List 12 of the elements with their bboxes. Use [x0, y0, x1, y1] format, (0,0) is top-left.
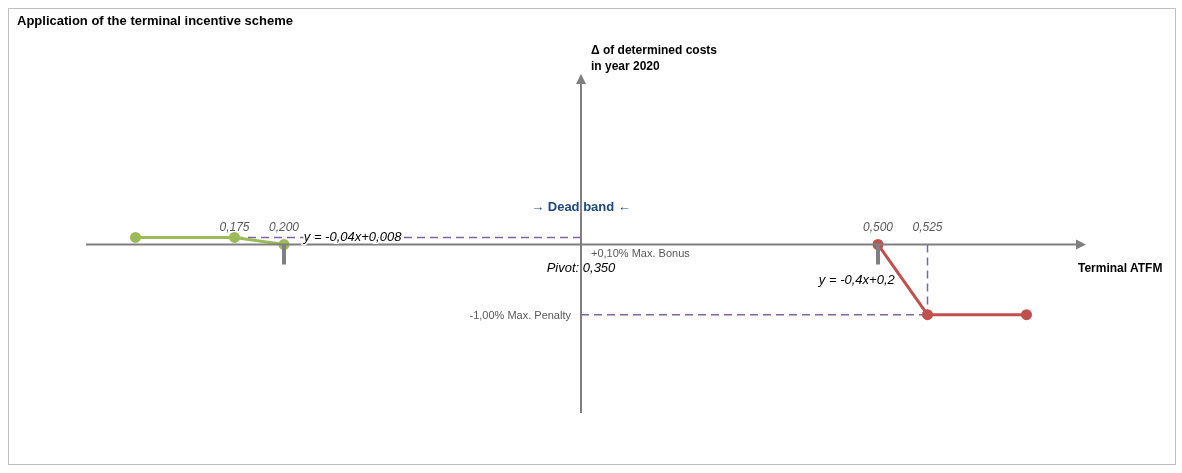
y-axis-title: Δ of determined costs in year 2020 [591, 43, 718, 73]
ref-line-label: Pivot: 0,350 [546, 259, 617, 275]
x-tick-label: 0,200 [268, 219, 300, 234]
annotation: → Dead band ← [531, 199, 631, 215]
ref-line-label: +0,10% Max. Bonus [591, 247, 691, 260]
x-tick-label: 0,500 [862, 219, 894, 234]
chart-title: Application of the terminal incentive scheme [17, 13, 293, 28]
annotation: y = -0,4x+0,2 [817, 271, 896, 287]
x-tick-label: 0,525 [912, 219, 943, 234]
x-tick-label: 0,175 [219, 219, 250, 234]
x-axis-title: Terminal ATFM [1078, 260, 1163, 275]
ref-line-label: -1,00% Max. Penalty [469, 308, 572, 321]
